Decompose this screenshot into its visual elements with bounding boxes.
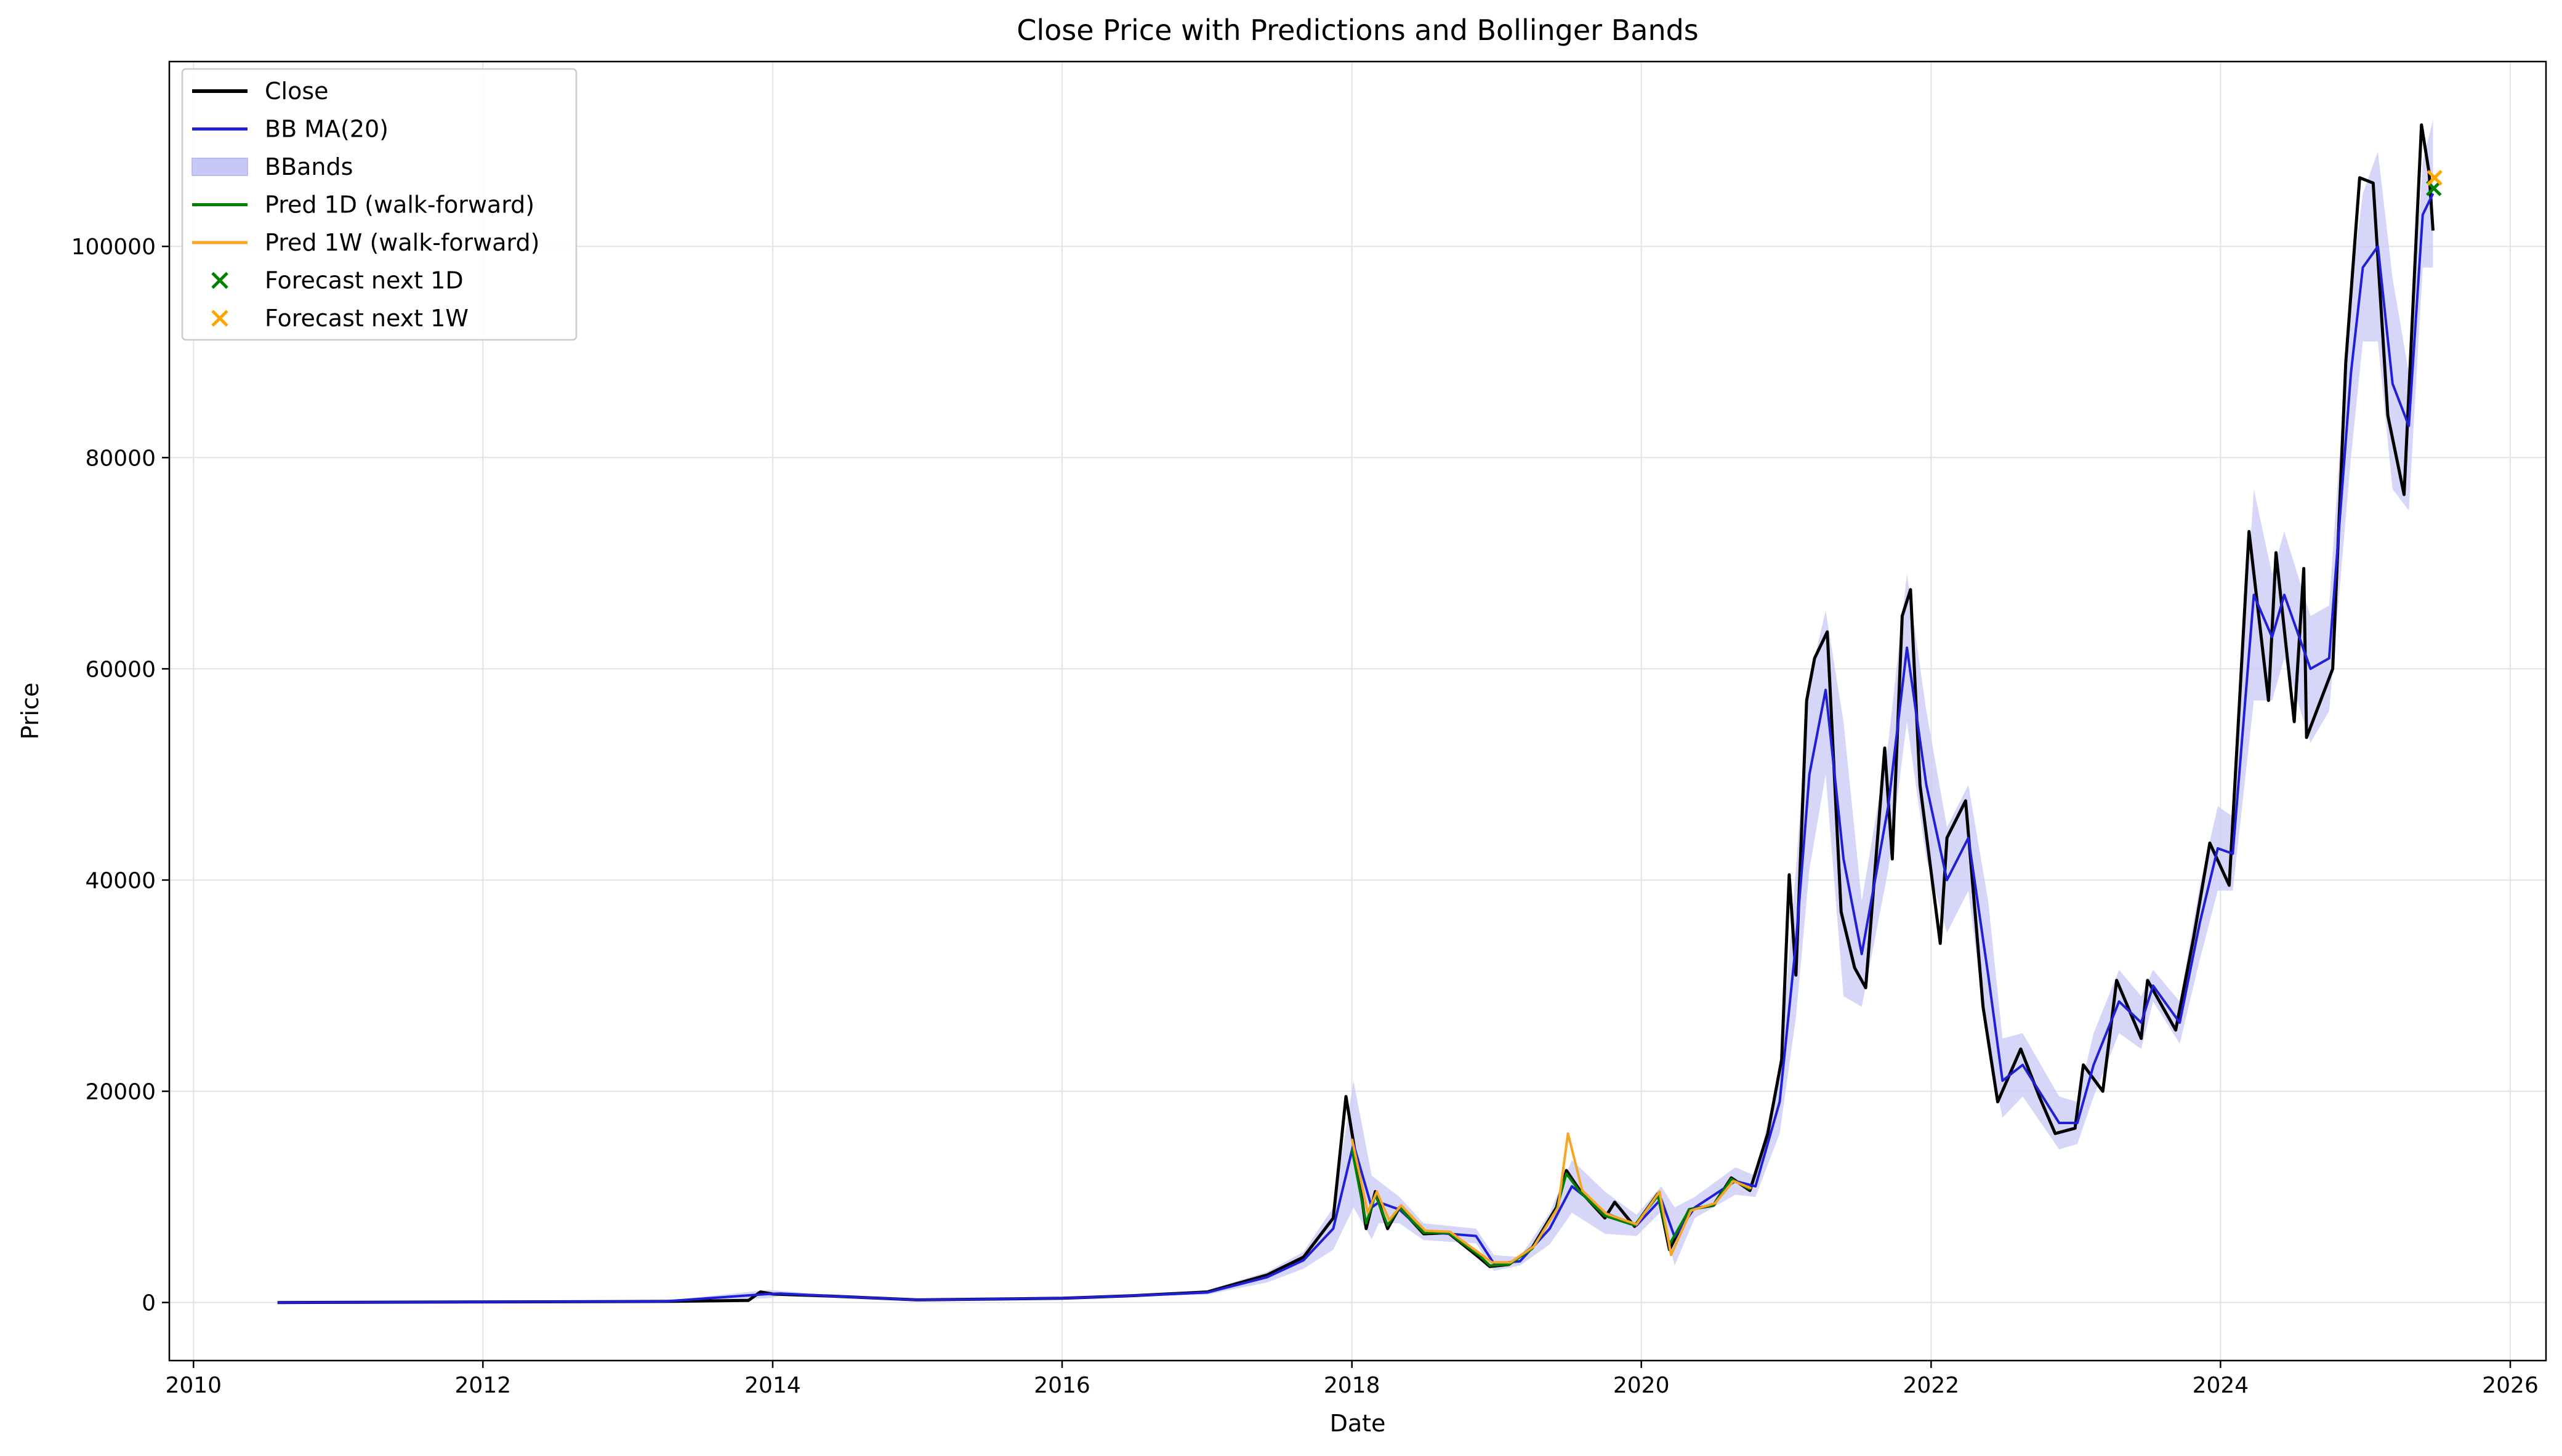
y-axis-ticks: 0 20000 40000 60000 80000 100000 <box>71 235 169 1316</box>
legend-item-pred-1w-walk-forward: Pred 1W (walk-forward) <box>192 229 539 256</box>
legend-swatch <box>191 158 248 176</box>
x-axis-ticks: 2010 2012 2014 2016 2018 2020 2022 2024 2026 <box>165 1361 2539 1398</box>
legend-label: Pred 1W (walk-forward) <box>265 229 539 256</box>
x-tick-label: 2022 <box>1903 1373 1960 1398</box>
legend-item-close: Close <box>192 78 329 105</box>
x-tick-label: 2024 <box>2193 1373 2249 1398</box>
y-tick-label: 80000 <box>85 446 156 471</box>
legend-frame <box>181 68 578 341</box>
y-axis-title: Price <box>17 683 44 740</box>
x-tick-label: 2026 <box>2482 1373 2539 1398</box>
x-tick-label: 2010 <box>165 1373 222 1398</box>
legend-label: Forecast next 1D <box>265 267 464 294</box>
series-bb-ma-20 <box>277 193 2435 1304</box>
x-tick-label: 2018 <box>1324 1373 1380 1398</box>
legend-label: Close <box>265 78 329 105</box>
y-tick-label: 100000 <box>71 235 156 260</box>
y-tick-label: 20000 <box>85 1080 156 1105</box>
legend-item-bbands: BBands <box>191 153 353 180</box>
legend-item-forecast-next-1d: Forecast next 1D <box>211 267 464 294</box>
y-tick-label: 60000 <box>85 657 156 682</box>
y-tick-label: 0 <box>142 1291 156 1316</box>
legend-items: Close BB MA(20) BBands Pred 1D (walk-forwar… <box>191 78 539 332</box>
plot-frame <box>168 60 2547 1362</box>
legend-swatch <box>211 310 228 327</box>
x-axis-title: Date <box>1330 1410 1386 1437</box>
legend-swatch <box>211 271 228 289</box>
series-pred-1w-walk-forward <box>1350 1132 1752 1264</box>
legend-label: Forecast next 1W <box>265 305 469 332</box>
legend: Close BB MA(20) BBands Pred 1D (walk-forwar… <box>181 68 578 341</box>
x-tick-label: 2020 <box>1613 1373 1670 1398</box>
x-tick-label: 2016 <box>1034 1373 1090 1398</box>
legend-label: BBands <box>265 153 353 180</box>
legend-label: BB MA(20) <box>265 116 389 143</box>
forecast-markers <box>2426 169 2443 196</box>
y-tick-label: 40000 <box>85 868 156 893</box>
legend-item-forecast-next-1w: Forecast next 1W <box>211 305 469 332</box>
marker-forecast-next-1w <box>2427 169 2443 186</box>
x-tick-label: 2014 <box>744 1373 801 1398</box>
legend-item-bb-ma-20: BB MA(20) <box>192 116 389 143</box>
x-tick-label: 2012 <box>454 1373 511 1398</box>
legend-item-pred-1d-walk-forward: Pred 1D (walk-forward) <box>192 191 534 219</box>
legend-label: Pred 1D (walk-forward) <box>265 191 534 219</box>
series-layer <box>277 123 2435 1305</box>
gridlines <box>169 62 2546 1361</box>
chart-title: Close Price with Predictions and Bolling… <box>1017 14 1699 47</box>
